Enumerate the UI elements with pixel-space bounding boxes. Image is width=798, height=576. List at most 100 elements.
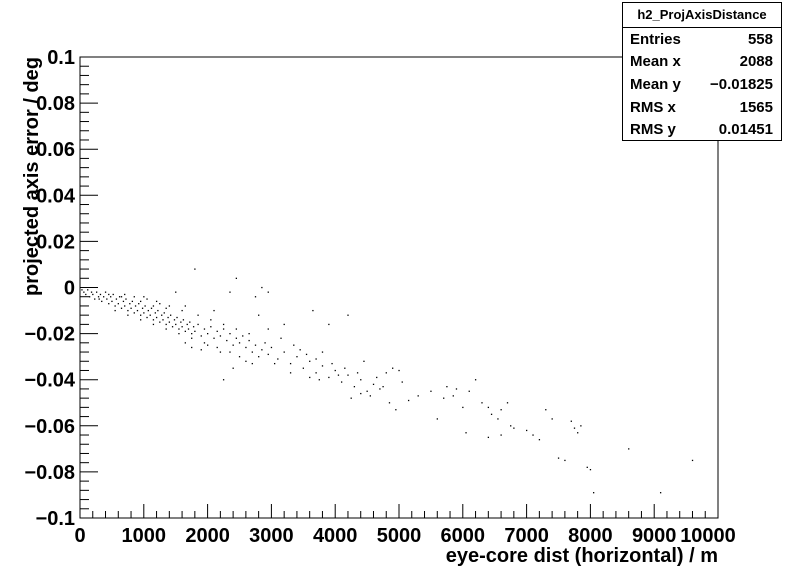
data-point [293,344,295,346]
data-point [280,337,282,339]
data-point [140,300,142,303]
y-axis-label: projected axis error / deg [21,57,43,296]
data-point [104,291,107,293]
data-point [289,362,292,365]
data-point [248,333,250,335]
y-tick-label: −0.06 [24,416,75,438]
data-point [88,296,91,298]
data-point [127,314,129,316]
data-point [203,328,206,330]
data-point [184,305,186,307]
data-point [229,351,231,353]
data-point [106,298,108,300]
data-point [146,316,148,319]
data-point [347,314,349,316]
data-point [497,418,499,420]
data-point [392,367,394,369]
stats-label: RMS x [630,98,676,116]
data-point [124,293,126,296]
data-point [376,376,378,379]
data-point [474,379,477,381]
data-point [691,459,694,462]
data-point [157,309,159,312]
data-point [245,346,247,349]
data-point [222,328,225,330]
data-point [299,349,301,351]
data-point [111,300,113,303]
data-point [226,339,228,342]
data-point [309,360,311,362]
data-point [305,353,308,356]
data-point [267,291,269,293]
data-point [178,333,180,335]
data-point [143,312,145,314]
data-point [149,314,151,316]
stats-row-rms-x: RMS x 1565 [623,96,781,119]
data-point [130,307,132,309]
data-point [586,466,588,468]
x-tick-label: 7000 [504,525,549,547]
data-point [155,316,158,319]
data-point [462,406,464,409]
data-point [443,397,445,399]
data-point [222,379,225,381]
data-point [219,335,222,337]
data-point [254,344,257,346]
data-point [500,434,502,436]
stats-label: Mean y [630,75,681,93]
data-point [216,346,218,349]
data-point [557,457,560,459]
data-point [112,293,114,296]
data-point [526,429,528,432]
x-axis: 0 1000 2000 3000 4000 5000 6000 7000 8000 9000 100… [74,504,736,547]
data-point [481,402,483,404]
data-point [90,291,93,293]
data-point [430,390,432,392]
data-point [129,303,131,305]
data-point [200,335,202,337]
data-point [360,392,362,395]
data-point [347,374,349,376]
data-point [207,333,209,335]
data-point [235,328,238,330]
data-point [138,303,140,305]
data-point [95,291,98,293]
data-point [628,448,630,450]
data-point [203,342,206,344]
data-point [180,321,182,323]
data-point [184,330,186,332]
data-point [87,289,89,291]
data-point [360,379,362,381]
data-point [210,326,212,328]
y-tick-label: 0.02 [36,231,75,253]
data-point [321,351,324,353]
data-point [235,277,238,279]
data-point [81,289,83,291]
x-tick-label: 3000 [249,525,294,547]
data-point [261,349,263,351]
data-point [103,296,105,298]
data-point [465,432,467,434]
data-point [114,309,116,312]
data-point [570,420,572,422]
data-point [85,293,87,296]
data-point [165,323,167,326]
data-point [161,314,163,316]
data-point [186,323,188,326]
data-point [191,337,193,339]
data-point [340,381,343,383]
y-tick-label: −0.1 [36,508,75,530]
data-point [171,326,174,328]
data-point [261,286,263,289]
data-point [238,356,241,358]
data-point [455,388,458,390]
data-point [592,492,595,494]
data-point [510,425,512,427]
data-point [152,323,155,326]
data-point [321,365,324,367]
data-point [382,386,384,388]
stats-row-rms-y: RMS y 0.01451 [623,118,781,141]
data-points [81,268,694,494]
data-point [184,342,186,344]
data-point [273,362,276,365]
